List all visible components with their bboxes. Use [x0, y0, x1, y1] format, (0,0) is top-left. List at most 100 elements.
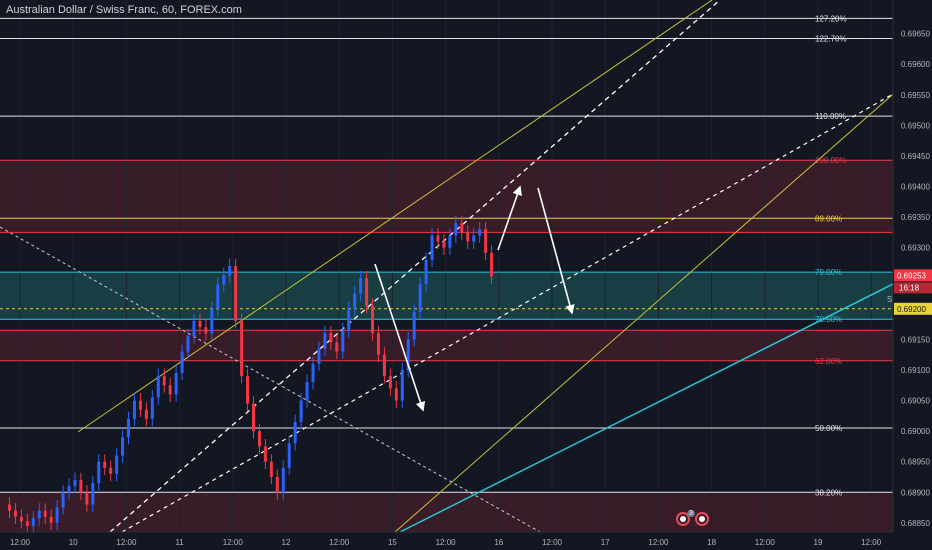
candle-body	[430, 235, 434, 260]
candle-body	[144, 409, 148, 419]
candle-body	[299, 400, 303, 422]
fib-label: 127.20%	[815, 14, 847, 23]
trend-line	[121, 93, 894, 533]
candle-body	[192, 321, 196, 337]
candle-body	[186, 336, 190, 352]
candle-body	[150, 397, 154, 419]
candle-body	[400, 369, 404, 401]
fib-label: 62.00%	[815, 357, 842, 366]
candle-body	[287, 443, 291, 468]
candle-body	[424, 259, 428, 285]
dividend-event-icon[interactable]	[695, 512, 709, 526]
fib-label: 38.20%	[815, 488, 842, 497]
candle-body	[103, 461, 107, 468]
candle-body	[180, 351, 184, 374]
time-tick-label: 16	[494, 538, 503, 547]
candle-body	[222, 275, 226, 285]
candle-body	[174, 373, 178, 395]
candle-body	[115, 455, 119, 474]
price-axis[interactable]: 0.69650 0.69600 0.69550 0.69500 0.69450 0.694…	[887, 0, 932, 550]
fib-label: 79.00%	[815, 268, 842, 277]
projection-arrows-layer	[374, 185, 575, 412]
current-price-label	[894, 269, 932, 282]
candle-body	[454, 223, 458, 236]
candle-body	[43, 510, 47, 517]
price-tick-label: 0.69550	[901, 91, 930, 100]
price-tick-label: 0.68950	[901, 458, 930, 467]
time-tick-label: 12	[282, 538, 291, 547]
candle-body	[412, 311, 416, 340]
price-tick-label: 0.69000	[901, 427, 930, 436]
time-tick-label: 15	[388, 538, 397, 547]
candle-body	[8, 504, 11, 511]
candle-body	[37, 510, 41, 519]
candle-body	[311, 363, 315, 383]
candle-body	[406, 339, 410, 370]
price-tick-label: 0.69300	[901, 244, 930, 253]
candle-body	[388, 376, 392, 389]
candle-body	[234, 266, 238, 322]
candle-body	[138, 400, 142, 410]
zone-band	[0, 330, 893, 361]
candle-body	[61, 492, 65, 508]
candle-body	[210, 308, 214, 334]
projection-arrow	[497, 185, 522, 251]
candle-body	[472, 235, 476, 242]
time-tick-label: 12:00	[223, 538, 244, 547]
candle-body	[293, 421, 297, 444]
event-dot-icon	[680, 516, 686, 522]
time-axis-bg	[0, 532, 893, 550]
candle-body	[109, 467, 113, 474]
candle-body	[382, 354, 386, 377]
candle-body	[198, 321, 202, 328]
candle-body	[323, 333, 327, 349]
trend-line	[77, 0, 713, 433]
event-count-badge: 3	[687, 510, 695, 517]
candle-body	[228, 266, 232, 276]
candle-body	[85, 492, 89, 505]
projection-arrow	[537, 187, 575, 315]
candle-body	[67, 486, 71, 493]
time-tick-label: 12:00	[542, 538, 563, 547]
time-tick-label: 12:00	[861, 538, 882, 547]
candle-body	[156, 376, 160, 398]
candle-body	[246, 376, 250, 404]
candle-body	[394, 388, 398, 401]
candles-layer	[8, 215, 494, 534]
candle-body	[484, 229, 488, 253]
candle-body	[275, 476, 279, 493]
zones-layer	[0, 160, 893, 532]
time-tick-label: 18	[707, 538, 716, 547]
zone-band	[0, 272, 893, 320]
candle-body	[252, 403, 255, 432]
candle-body	[19, 516, 23, 522]
price-tick-label: 0.69400	[901, 183, 930, 192]
candle-body	[168, 385, 172, 395]
candle-body	[263, 446, 267, 462]
candle-body	[91, 483, 95, 505]
fib-label: 122.70%	[815, 35, 847, 44]
candle-body	[216, 284, 220, 309]
axis-marker: S	[887, 295, 892, 304]
time-axis[interactable]: 12:00 10 12:00 11 12:00 12 12:00 15 12:00 16 12:00…	[0, 531, 893, 550]
candle-body	[460, 223, 464, 233]
price-tick-label: 0.69150	[901, 335, 930, 344]
price-tick-label: 0.69650	[901, 30, 930, 39]
candle-body	[436, 235, 440, 242]
candle-body	[240, 321, 244, 377]
channel-lines-layer	[0, 0, 901, 533]
trend-line	[0, 226, 541, 533]
price-tick-label: 0.68850	[901, 519, 930, 528]
candle-body	[73, 480, 77, 487]
candle-body	[376, 333, 380, 355]
fib-label: 110.00%	[815, 112, 846, 121]
candle-body	[132, 400, 136, 419]
candle-body	[442, 241, 446, 248]
time-tick-label: 12:00	[116, 538, 137, 547]
fib-label: 89.00%	[815, 214, 842, 223]
candle-body	[25, 521, 29, 526]
economic-event-icon[interactable]: 3	[676, 510, 695, 526]
candle-body	[466, 232, 470, 242]
grid-layer	[19, 0, 872, 532]
